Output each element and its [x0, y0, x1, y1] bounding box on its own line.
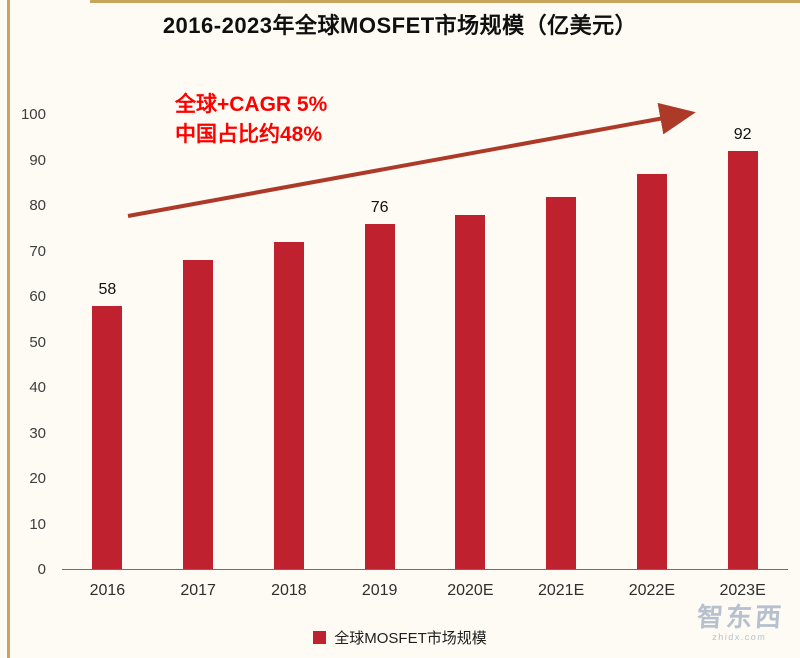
y-tick-label: 20	[29, 470, 46, 487]
top-border-line	[90, 0, 800, 3]
x-tick-label: 2017	[180, 582, 216, 599]
bar-2023E: 92	[727, 126, 758, 569]
bar-slot	[516, 115, 607, 569]
left-border-line	[7, 0, 10, 658]
bar-2018	[273, 242, 304, 569]
bar-2020E	[455, 214, 486, 569]
y-tick-label: 80	[29, 197, 46, 214]
y-tick-label: 70	[29, 242, 46, 260]
bar-slot	[153, 115, 244, 569]
annotation-line: 中国占比约48%	[175, 123, 323, 146]
watermark: 智东西 zhidx.com	[695, 597, 785, 642]
bar-slot	[244, 115, 335, 569]
bar-slot: 76	[334, 115, 425, 569]
bar-2019: 76	[364, 199, 395, 569]
bar-2021E	[546, 196, 577, 569]
y-tick-label: 100	[20, 106, 46, 123]
x-tick-label: 2018	[271, 582, 307, 599]
cagr-annotation: 全球+CAGR 5% 中国占比约48%	[175, 90, 327, 150]
y-tick-label: 10	[29, 515, 46, 533]
y-tick-label: 0	[37, 561, 46, 578]
x-tick-label: 2022E	[628, 582, 675, 599]
bar-2016: 58	[92, 281, 123, 569]
chart-title: 2016-2023年全球MOSFET市场规模（亿美元）	[162, 13, 638, 38]
annotation-line: 全球+CAGR 5%	[175, 93, 328, 116]
plot-area: 58 76 92	[62, 115, 788, 570]
legend-swatch-icon	[313, 631, 327, 644]
x-tick-label: 2019	[361, 582, 398, 599]
bar-slot	[425, 115, 516, 569]
legend: 全球MOSFET市场规模	[0, 627, 800, 648]
x-tick-label: 2021E	[537, 582, 585, 599]
bar-value-label: 92	[733, 126, 752, 144]
x-tick-label: 2016	[89, 582, 126, 599]
y-tick-label: 90	[29, 151, 46, 169]
y-tick-label: 50	[29, 333, 46, 351]
bar-slot: 92	[697, 115, 788, 569]
bar-2022E	[636, 174, 667, 569]
y-tick-label: 60	[29, 288, 46, 305]
legend-label: 全球MOSFET市场规模	[334, 630, 487, 647]
y-tick-label: 30	[29, 424, 46, 442]
bar-slot: 58	[62, 115, 153, 569]
x-axis-labels: 2016 2017 2018 2019 2020E 2021E 2022E 2023E	[62, 582, 788, 600]
x-tick-label: 2020E	[447, 582, 494, 599]
bar-value-label: 58	[98, 280, 117, 298]
bar-slot	[607, 115, 698, 569]
x-tick-label: 2023E	[719, 582, 766, 599]
y-tick-label: 40	[29, 379, 46, 396]
bar-value-label: 76	[370, 198, 389, 216]
y-axis: 0 10 20 30 40 50 60 70 80 90 100	[0, 0, 54, 658]
watermark-name: 智东西	[696, 602, 786, 632]
bar-2017	[183, 260, 214, 569]
